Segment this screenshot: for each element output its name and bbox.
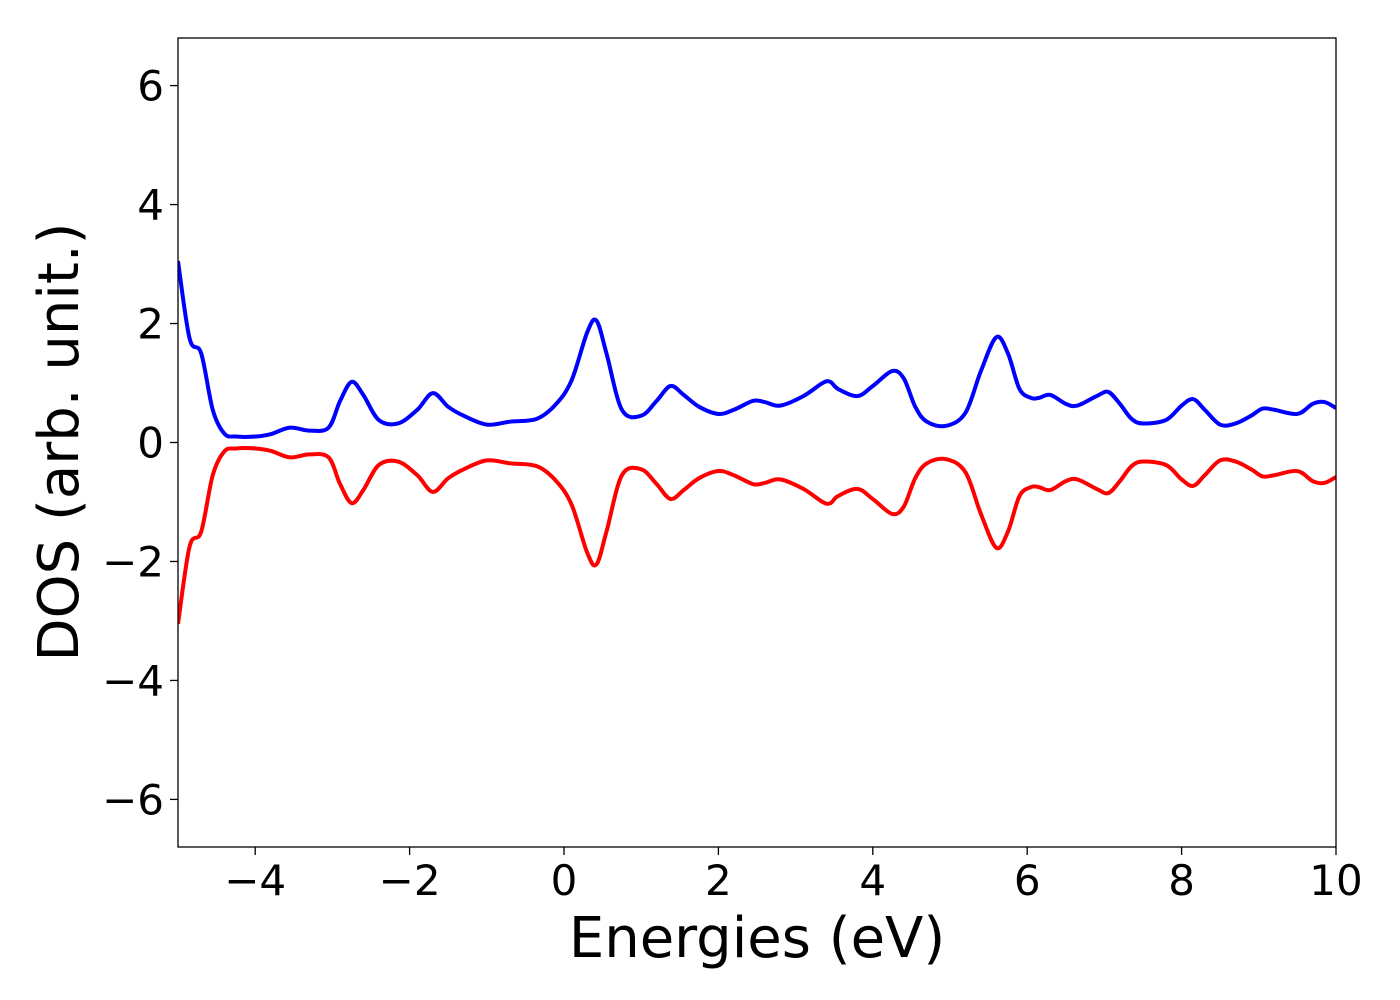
y-tick-label: −6: [102, 775, 164, 824]
y-tick-label: −4: [102, 656, 164, 705]
y-tick-label: 0: [137, 419, 164, 468]
x-tick-label: 8: [1168, 856, 1195, 905]
x-tick-label: 4: [859, 856, 886, 905]
x-tick-label: 2: [705, 856, 732, 905]
x-tick-label: 6: [1014, 856, 1041, 905]
series-layer: [178, 260, 1336, 625]
x-tick-label: −4: [224, 856, 286, 905]
y-tick-label: 6: [137, 62, 164, 111]
x-axis-label: Energies (eV): [569, 906, 945, 971]
y-axis-label: DOS (arb. unit.): [27, 222, 92, 661]
x-tick-label: 0: [551, 856, 578, 905]
x-axis-ticks: −4 −2 0 2 4 6 8 10: [224, 847, 1363, 905]
series-line-spin-down: [178, 446, 1336, 625]
x-tick-label: 10: [1309, 856, 1362, 905]
x-tick-label: −2: [379, 856, 441, 905]
y-axis-ticks: −6 −4 −2 0 2 4 6: [102, 62, 178, 824]
y-tick-label: 2: [137, 300, 164, 349]
y-tick-label: −2: [102, 537, 164, 586]
y-tick-label: 4: [137, 181, 164, 230]
series-line-spin-up: [178, 260, 1336, 439]
